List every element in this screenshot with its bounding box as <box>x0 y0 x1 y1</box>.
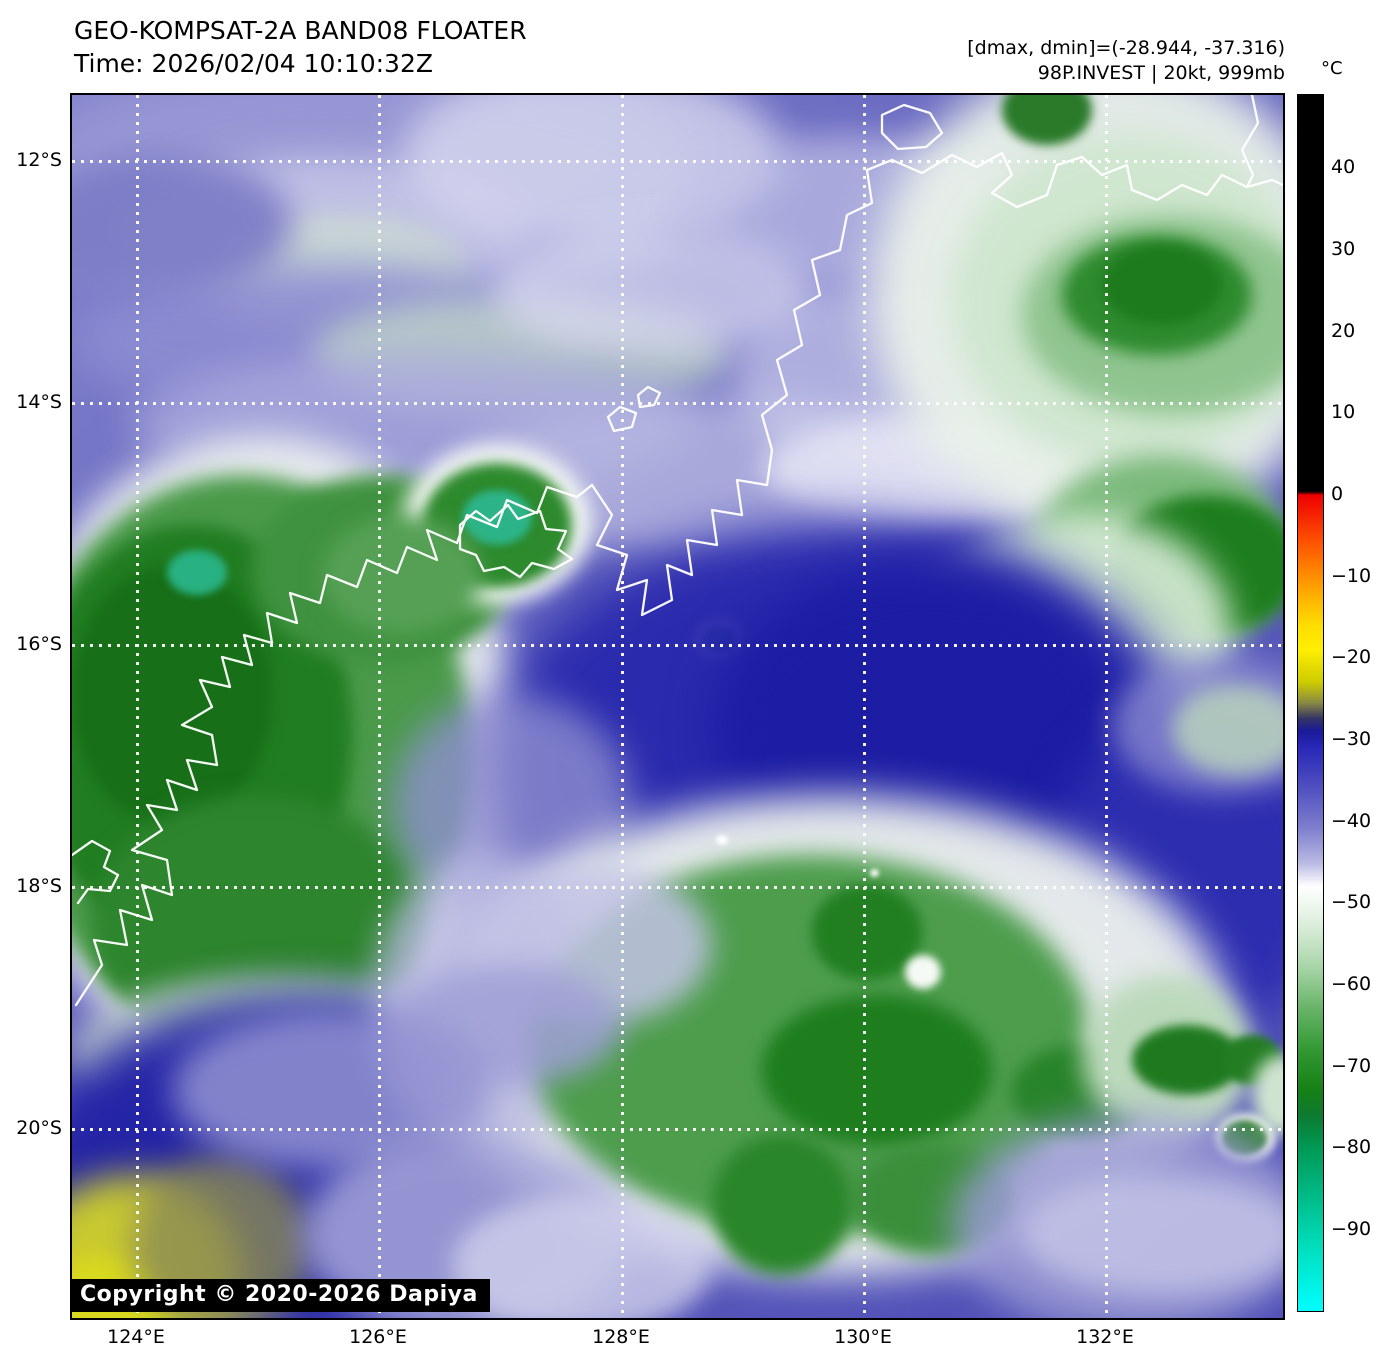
lon-tick: 130°E <box>834 1326 892 1348</box>
page-title: GEO-KOMPSAT-2A BAND08 FLOATER <box>74 16 527 45</box>
cloud-blob <box>72 155 292 295</box>
cbar-tick: −40 <box>1331 810 1372 832</box>
gridline-14s <box>72 402 1283 405</box>
lat-tick: 18°S <box>16 875 62 897</box>
cbar-tick: 20 <box>1331 320 1356 342</box>
cbar-tick: 30 <box>1331 238 1356 260</box>
cbar-tick: 10 <box>1331 401 1356 423</box>
header-annotations: [dmax, dmin]=(-28.944, -37.316) 98P.INVE… <box>967 36 1285 86</box>
lat-tick: 14°S <box>16 391 62 413</box>
coastline-path <box>1240 95 1260 189</box>
cloud-blob <box>322 515 482 635</box>
cloud-blob <box>870 869 879 877</box>
lon-tick: 128°E <box>592 1326 650 1348</box>
lat-tick: 12°S <box>16 149 62 171</box>
cloud-blob <box>1172 685 1283 775</box>
lon-tick: 124°E <box>107 1326 165 1348</box>
dmax-dmin-readout: [dmax, dmin]=(-28.944, -37.316) <box>967 37 1285 59</box>
gridline-128e <box>621 95 624 1318</box>
coastline-path <box>72 839 120 905</box>
cloud-blob <box>712 1135 852 1275</box>
gridline-130e <box>863 95 866 1318</box>
cloud-blob <box>1022 1175 1283 1295</box>
cbar-tick: −20 <box>1331 646 1372 668</box>
cloud-blob <box>762 995 992 1145</box>
coastline-path <box>636 385 662 409</box>
lat-tick: 20°S <box>16 1117 62 1139</box>
cloud-blob <box>1102 245 1222 325</box>
cloud-blob <box>452 1195 712 1318</box>
gridline-124e <box>136 95 139 1318</box>
cbar-tick: −10 <box>1331 565 1372 587</box>
coastline-path <box>74 483 594 1007</box>
cbar-tick: −30 <box>1331 728 1372 750</box>
cloud-blob <box>812 885 922 980</box>
coastline-path <box>606 405 638 433</box>
cbar-tick: −90 <box>1331 1218 1372 1240</box>
cbar-tick: −50 <box>1331 891 1372 913</box>
coastline-path <box>590 158 894 617</box>
cbar-tick: −70 <box>1331 1055 1372 1077</box>
temperature-colorbar <box>1297 94 1324 1312</box>
satellite-map[interactable] <box>70 93 1285 1320</box>
cbar-tick: 40 <box>1331 156 1356 178</box>
lat-tick: 16°S <box>16 633 62 655</box>
coastline-path <box>880 103 944 151</box>
lon-tick: 132°E <box>1076 1326 1134 1348</box>
cloud-blob <box>905 955 941 989</box>
cbar-tick: 0 <box>1331 483 1344 505</box>
gridline-12s <box>72 160 1283 163</box>
cloud-imagery-layer <box>72 95 1283 1318</box>
colorbar-unit-label: °C <box>1321 58 1343 79</box>
title-block: GEO-KOMPSAT-2A BAND08 FLOATER Time: 2026… <box>74 14 527 80</box>
gridline-126e <box>378 95 381 1318</box>
coastline-overlay <box>72 95 1283 1007</box>
cloud-blob <box>716 835 728 845</box>
cbar-tick: −60 <box>1331 973 1372 995</box>
copyright-banner: Copyright © 2020-2026 Dapiya <box>70 1279 490 1312</box>
gridline-132e <box>1105 95 1108 1318</box>
gridline-16s <box>72 644 1283 647</box>
gridline-18s <box>72 886 1283 889</box>
cloud-blob <box>167 550 227 595</box>
coastline-path <box>458 503 574 579</box>
timestamp: Time: 2026/02/04 10:10:32Z <box>74 49 433 78</box>
gridline-20s <box>72 1128 1283 1131</box>
storm-info: 98P.INVEST | 20kt, 999mb <box>1037 62 1285 84</box>
cbar-tick: −80 <box>1331 1136 1372 1158</box>
lon-tick: 126°E <box>349 1326 407 1348</box>
